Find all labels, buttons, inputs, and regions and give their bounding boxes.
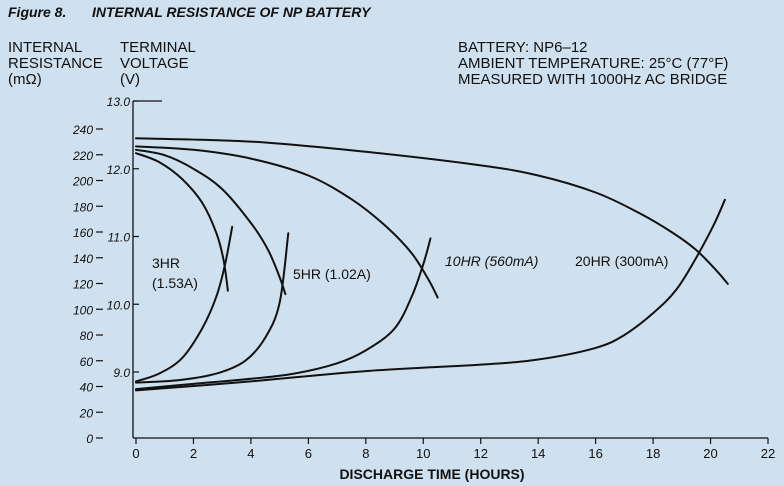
- x-tick-label: 16: [588, 446, 602, 461]
- left-axis-title-line1: INTERNAL: [8, 39, 82, 56]
- label-3hr-line1: 3HR: [152, 255, 180, 271]
- right-axis-title-line1: TERMINAL: [120, 39, 196, 56]
- label-10hr: 10HR (560mA): [445, 253, 538, 269]
- x-tick-label: 4: [247, 446, 254, 461]
- info-temperature: AMBIENT TEMPERATURE: 25°C (77°F): [458, 55, 728, 72]
- figure-label: Figure 8.: [8, 4, 66, 20]
- voltage-curve-3hr: [135, 152, 229, 292]
- x-tick-label: 14: [531, 446, 545, 461]
- voltage-tick-label: 12.0: [107, 163, 131, 177]
- figure-title: INTERNAL RESISTANCE OF NP BATTERY: [92, 4, 372, 20]
- x-tick-label: 22: [761, 446, 775, 461]
- voltage-tick-label: 9.0: [113, 366, 130, 380]
- resistance-tick-label: 180: [73, 200, 93, 214]
- left-axis-title-line3: (mΩ): [8, 71, 42, 88]
- resistance-tick-label: 20: [79, 406, 94, 420]
- x-tick-label: 12: [473, 446, 487, 461]
- x-tick-label: 2: [190, 446, 197, 461]
- resistance-curve-20hr: [135, 198, 726, 392]
- label-20hr: 20HR (300mA): [575, 253, 668, 269]
- resistance-curve-10hr: [135, 237, 432, 391]
- series-curves: [135, 137, 729, 392]
- resistance-tick-label: 240: [72, 123, 93, 137]
- voltage-tick-label: 10.0: [107, 298, 131, 312]
- x-tick-label: 0: [132, 446, 139, 461]
- voltage-tick-label: 13.0: [107, 95, 131, 109]
- label-3hr-line2: (1.53A): [152, 275, 198, 291]
- resistance-tick-label: 140: [73, 252, 93, 266]
- resistance-tick-label: 120: [73, 278, 93, 292]
- resistance-tick-label: 0: [86, 432, 93, 446]
- x-tick-label: 8: [362, 446, 369, 461]
- voltage-curve-5hr: [135, 148, 287, 296]
- x-tick-label: 10: [416, 446, 430, 461]
- left-axis-title-line2: RESISTANCE: [8, 55, 103, 72]
- resistance-tick-label: 160: [73, 226, 93, 240]
- resistance-tick-label: 80: [80, 329, 94, 343]
- info-battery: BATTERY: NP6–12: [458, 39, 588, 56]
- x-tick-label: 20: [703, 446, 717, 461]
- resistance-tick-label: 40: [80, 381, 94, 395]
- label-5hr: 5HR (1.02A): [293, 266, 371, 282]
- right-axis-title-line3: (V): [120, 71, 140, 88]
- resistance-curve-3hr: [135, 225, 234, 383]
- x-axis-label: DISCHARGE TIME (HOURS): [339, 466, 524, 482]
- resistance-tick-label: 60: [80, 355, 94, 369]
- x-tick-label: 18: [646, 446, 660, 461]
- info-measurement: MEASURED WITH 1000Hz AC BRIDGE: [458, 71, 727, 88]
- axis-ticks: 0 2 4 6 8 10 12 14 16 18 20 22020406080100120140160…: [72, 95, 775, 461]
- resistance-tick-label: 220: [72, 149, 93, 163]
- voltage-tick-label: 11.0: [108, 231, 131, 245]
- x-tick-label: 6: [305, 446, 312, 461]
- right-axis-title-line2: VOLTAGE: [120, 55, 189, 72]
- resistance-tick-label: 100: [73, 303, 93, 317]
- resistance-tick-label: 200: [72, 175, 93, 189]
- resistance-curve-5hr: [135, 232, 290, 384]
- voltage-curve-10hr: [135, 145, 439, 299]
